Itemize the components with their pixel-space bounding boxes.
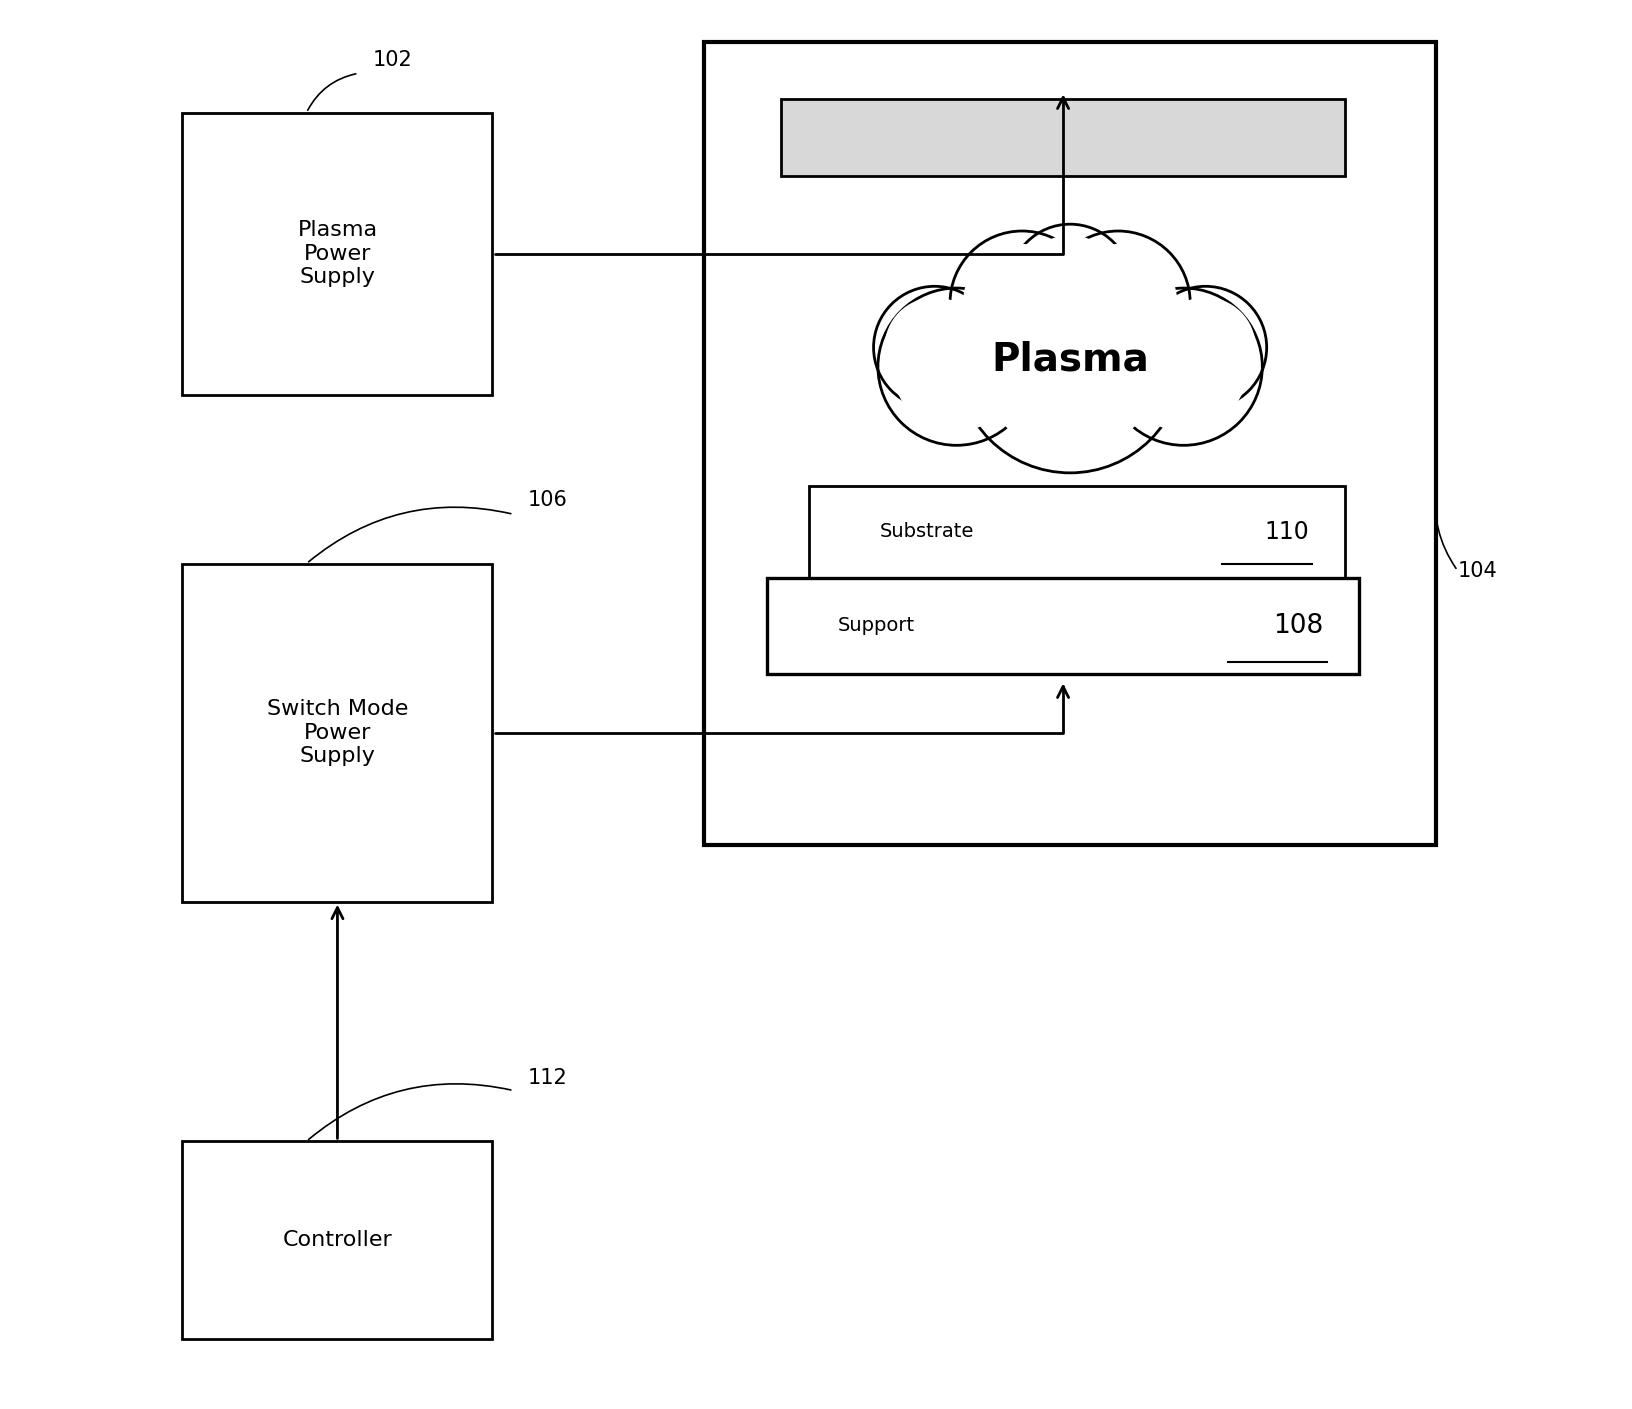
Text: 104: 104 bbox=[1457, 561, 1497, 581]
Circle shape bbox=[1144, 286, 1266, 409]
Bar bbox=[767, 578, 1358, 674]
Circle shape bbox=[1105, 287, 1262, 445]
Text: Substrate: Substrate bbox=[880, 523, 974, 541]
Circle shape bbox=[878, 287, 1035, 445]
Bar bbox=[183, 113, 493, 395]
Circle shape bbox=[891, 302, 1020, 431]
Circle shape bbox=[956, 245, 1183, 473]
Bar bbox=[809, 486, 1345, 578]
Circle shape bbox=[950, 231, 1093, 375]
Text: 108: 108 bbox=[1273, 613, 1324, 638]
Circle shape bbox=[885, 297, 984, 397]
Circle shape bbox=[1118, 302, 1247, 431]
Text: 102: 102 bbox=[372, 51, 413, 70]
Text: Support: Support bbox=[837, 616, 914, 635]
Circle shape bbox=[963, 244, 1080, 362]
Text: Controller: Controller bbox=[282, 1230, 392, 1250]
Text: Plasma: Plasma bbox=[991, 341, 1149, 378]
Text: 112: 112 bbox=[527, 1068, 566, 1088]
Circle shape bbox=[873, 286, 996, 409]
Bar bbox=[703, 42, 1436, 845]
Circle shape bbox=[976, 266, 1162, 452]
Circle shape bbox=[1059, 244, 1177, 362]
Circle shape bbox=[1020, 235, 1120, 335]
Text: Plasma
Power
Supply: Plasma Power Supply bbox=[297, 220, 377, 287]
Bar bbox=[183, 564, 493, 902]
Text: 106: 106 bbox=[527, 490, 568, 510]
Text: Switch Mode
Power
Supply: Switch Mode Power Supply bbox=[266, 699, 408, 766]
Bar bbox=[780, 99, 1345, 176]
Text: 110: 110 bbox=[1265, 520, 1309, 544]
Bar bbox=[183, 1141, 493, 1339]
Circle shape bbox=[1046, 231, 1190, 375]
Circle shape bbox=[1009, 224, 1131, 347]
Circle shape bbox=[1155, 297, 1255, 397]
